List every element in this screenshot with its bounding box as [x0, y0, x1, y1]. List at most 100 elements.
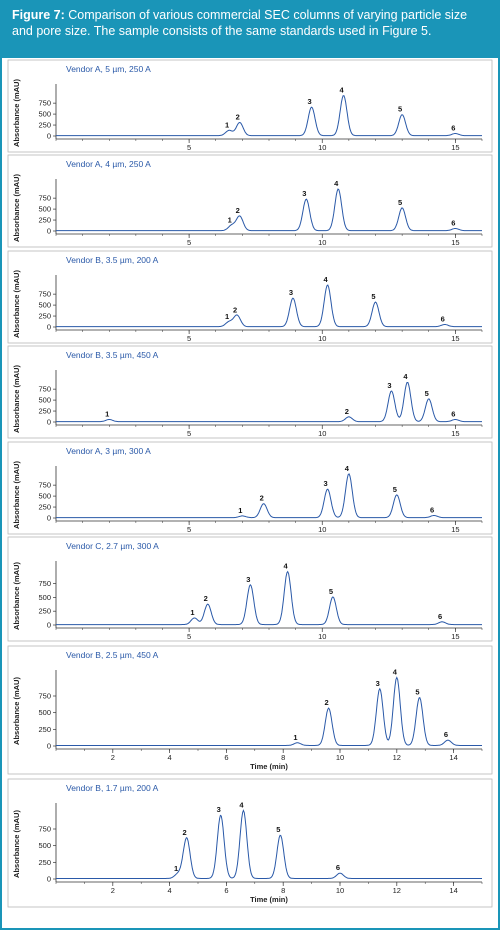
- y-axis-label: Absorbance (mAU): [12, 174, 21, 242]
- y-tick-label: 0: [47, 227, 51, 236]
- x-tick-label: 10: [318, 238, 326, 247]
- x-tick-label: 5: [187, 143, 191, 152]
- y-tick-label: 750: [38, 692, 51, 701]
- peak-label-2: 2: [236, 206, 240, 215]
- peak-label-3: 3: [246, 575, 250, 584]
- y-tick-label: 750: [38, 290, 51, 299]
- peak-label-4: 4: [323, 275, 328, 284]
- x-axis-label: Time (min): [250, 762, 288, 771]
- peak-label-1: 1: [174, 864, 178, 873]
- x-tick-label: 15: [451, 334, 459, 343]
- peak-label-2: 2: [260, 494, 264, 503]
- panel-border: [7, 645, 493, 775]
- peak-label-1: 1: [225, 120, 229, 129]
- peak-label-2: 2: [236, 113, 240, 122]
- panel-border: [7, 778, 493, 908]
- y-tick-label: 500: [38, 708, 51, 717]
- x-tick-label: 4: [168, 886, 172, 895]
- peak-label-4: 4: [284, 562, 289, 571]
- panel-title: Vendor C, 2.7 µm, 300 A: [66, 541, 159, 551]
- x-tick-label: 2: [111, 753, 115, 762]
- y-axis-label: Absorbance (mAU): [12, 365, 21, 433]
- peak-label-3: 3: [308, 97, 312, 106]
- y-axis-label: Absorbance (mAU): [12, 79, 21, 147]
- y-tick-label: 0: [47, 418, 51, 427]
- peak-label-1: 1: [190, 608, 194, 617]
- peak-label-6: 6: [336, 863, 340, 872]
- panel-border: [7, 536, 493, 642]
- y-tick-label: 750: [38, 825, 51, 834]
- y-tick-label: 0: [47, 323, 51, 332]
- chromatogram-panel-8: Vendor B, 1.7 µm, 200 A Absorbance (mAU) 0…: [7, 778, 493, 908]
- peak-label-2: 2: [204, 594, 208, 603]
- chromatogram-trace: [56, 809, 482, 879]
- x-tick-label: 12: [393, 886, 401, 895]
- y-axis-label: Absorbance (mAU): [12, 677, 21, 745]
- y-axis-label: Absorbance (mAU): [12, 810, 21, 878]
- y-tick-label: 750: [38, 385, 51, 394]
- panel-border: [7, 59, 493, 153]
- peak-label-5: 5: [425, 389, 429, 398]
- peak-label-6: 6: [451, 123, 455, 132]
- y-tick-label: 500: [38, 492, 51, 501]
- chromatogram-trace: [56, 188, 482, 232]
- y-tick-label: 250: [38, 607, 51, 616]
- x-tick-label: 15: [451, 429, 459, 438]
- peak-label-4: 4: [403, 372, 408, 381]
- x-tick-label: 10: [336, 886, 344, 895]
- x-tick-label: 5: [187, 525, 191, 534]
- y-tick-label: 250: [38, 121, 51, 130]
- figure-caption: Figure 7: Comparison of various commerci…: [2, 2, 498, 58]
- peak-label-1: 1: [225, 312, 229, 321]
- chromatogram-panel-6: Vendor C, 2.7 µm, 300 A Absorbance (mAU) 0…: [7, 536, 493, 642]
- y-tick-label: 250: [38, 725, 51, 734]
- peak-label-1: 1: [293, 733, 297, 742]
- peak-label-5: 5: [371, 292, 375, 301]
- peak-label-5: 5: [398, 198, 402, 207]
- x-tick-label: 5: [187, 334, 191, 343]
- x-tick-label: 14: [449, 753, 457, 762]
- y-axis-label: Absorbance (mAU): [12, 461, 21, 529]
- peak-label-5: 5: [329, 587, 333, 596]
- x-tick-label: 12: [393, 753, 401, 762]
- peak-label-4: 4: [239, 800, 244, 809]
- x-tick-label: 15: [451, 238, 459, 247]
- y-tick-label: 500: [38, 301, 51, 310]
- panel-title: Vendor B, 1.7 µm, 200 A: [66, 783, 159, 793]
- x-tick-label: 8: [281, 753, 285, 762]
- y-tick-label: 500: [38, 396, 51, 405]
- chromatogram-panel-3: Vendor B, 3.5 µm, 200 A Absorbance (mAU) 0…: [7, 250, 493, 344]
- peak-label-6: 6: [451, 409, 455, 418]
- x-tick-label: 5: [187, 632, 191, 641]
- panel-border: [7, 345, 493, 439]
- panel-title: Vendor A, 4 µm, 250 A: [66, 159, 151, 169]
- x-tick-label: 4: [168, 753, 172, 762]
- x-tick-label: 10: [336, 753, 344, 762]
- peak-label-2: 2: [183, 828, 187, 837]
- x-tick-label: 8: [281, 886, 285, 895]
- peak-label-6: 6: [430, 505, 434, 514]
- chromatogram-trace: [56, 473, 482, 519]
- peak-label-5: 5: [398, 105, 402, 114]
- peak-label-4: 4: [393, 667, 398, 676]
- panel-border: [7, 441, 493, 535]
- panel-title: Vendor B, 2.5 µm, 450 A: [66, 650, 159, 660]
- x-tick-label: 10: [318, 525, 326, 534]
- chromatogram-trace: [56, 676, 482, 746]
- y-tick-label: 500: [38, 593, 51, 602]
- y-axis-label: Absorbance (mAU): [12, 562, 21, 630]
- peak-label-3: 3: [302, 189, 306, 198]
- chromatogram-trace: [56, 284, 482, 328]
- peak-label-3: 3: [376, 679, 380, 688]
- y-tick-label: 750: [38, 481, 51, 490]
- y-tick-label: 250: [38, 858, 51, 867]
- y-tick-label: 250: [38, 503, 51, 512]
- y-tick-label: 0: [47, 514, 51, 523]
- peak-label-2: 2: [233, 305, 237, 314]
- y-tick-label: 0: [47, 742, 51, 751]
- peak-label-2: 2: [345, 407, 349, 416]
- peak-label-6: 6: [441, 314, 445, 323]
